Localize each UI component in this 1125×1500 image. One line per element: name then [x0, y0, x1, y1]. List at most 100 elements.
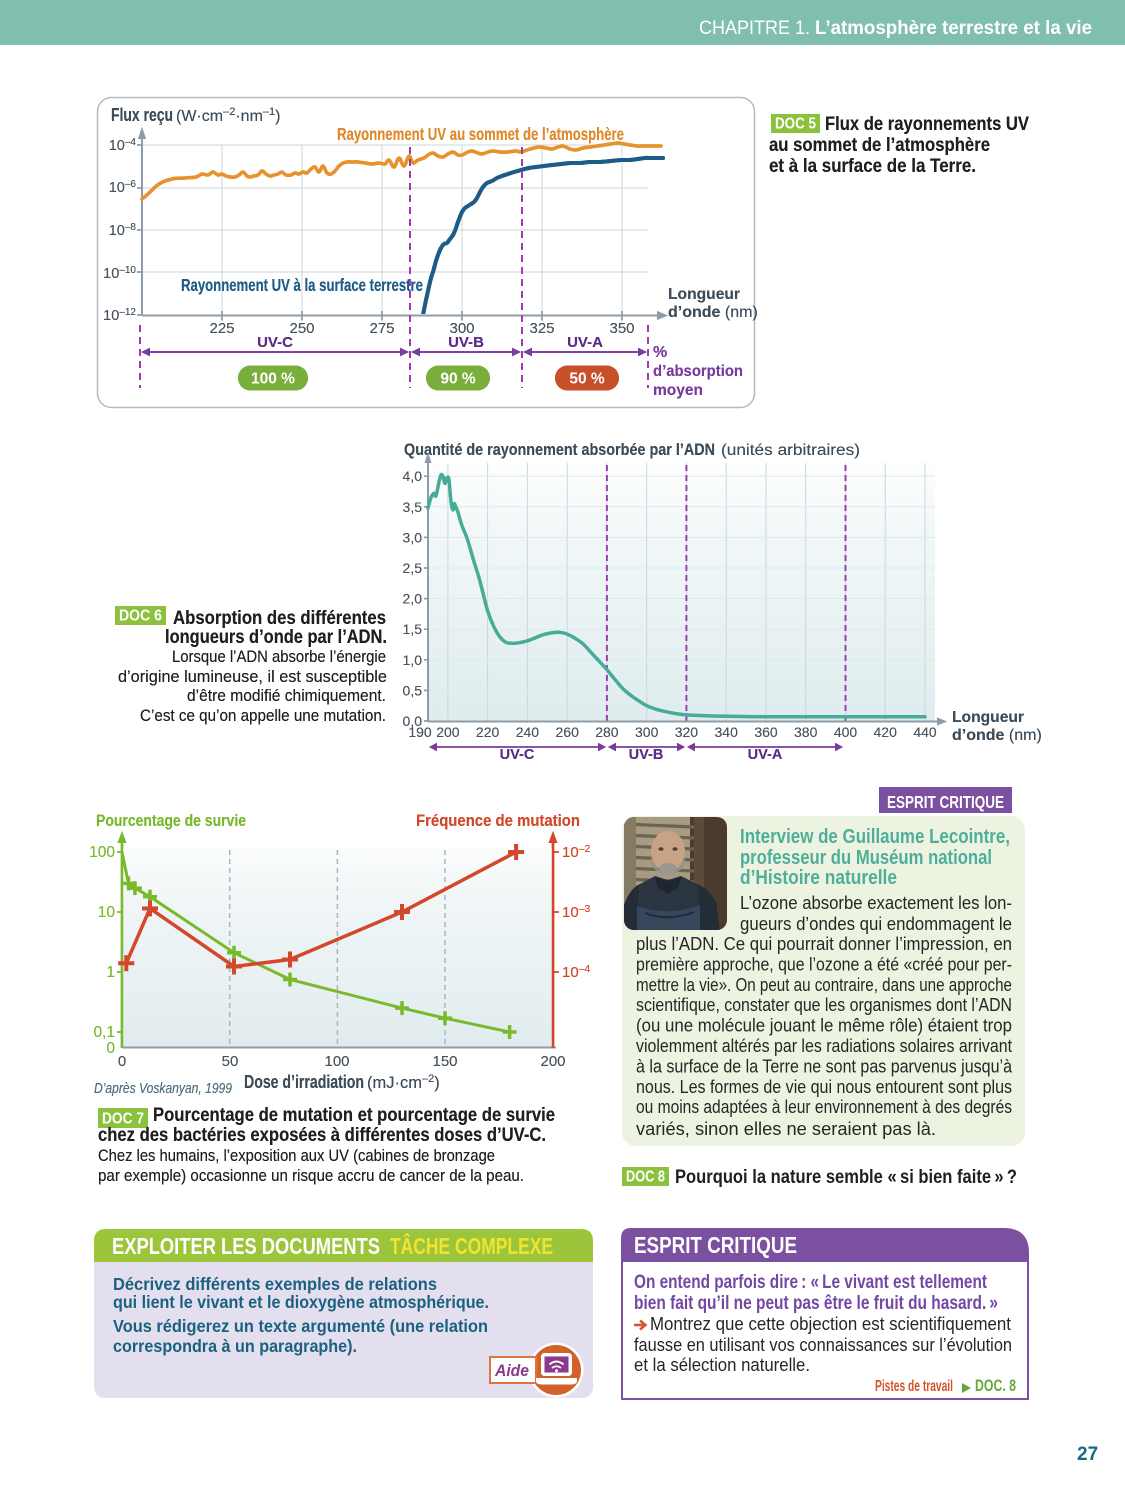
svg-text:d’origine lumineuse, il est su: d’origine lumineuse, il est susceptible — [118, 667, 387, 686]
svg-text:d’onde (nm): d’onde (nm) — [668, 304, 758, 321]
svg-text:3,5: 3,5 — [403, 499, 423, 515]
svg-text:Flux de rayonnements UV: Flux de rayonnements UV — [825, 113, 1029, 135]
svg-text:420: 420 — [874, 724, 898, 740]
svg-text:0,5: 0,5 — [403, 682, 423, 698]
svg-text:Fréquence de mutation: Fréquence de mutation — [416, 811, 580, 830]
svg-text:3,5: 3,5 — [403, 499, 423, 515]
svg-text:Pourcentage de mutation et pou: Pourcentage de mutation et pourcentage d… — [153, 1105, 555, 1126]
svg-text:280: 280 — [595, 724, 619, 740]
svg-text:d’onde (nm): d’onde (nm) — [952, 727, 1042, 744]
svg-text:275: 275 — [369, 320, 394, 337]
svg-text:d’origine lumineuse, il est su: d’origine lumineuse, il est susceptible — [118, 667, 387, 686]
svg-text:300: 300 — [635, 724, 659, 740]
svg-text:50: 50 — [222, 1053, 239, 1070]
svg-text:350: 350 — [609, 320, 634, 337]
svg-text:Vous rédigerez un texte argume: Vous rédigerez un texte argumenté (une r… — [113, 1316, 488, 1336]
svg-text:200: 200 — [540, 1053, 565, 1070]
svg-text:225: 225 — [209, 320, 234, 337]
svg-text:Longueur: Longueur — [952, 709, 1024, 726]
svg-text:correspondra à un paragraphe).: correspondra à un paragraphe). — [113, 1336, 357, 1356]
svg-text:D’après Voskanyan, 1999: D’après Voskanyan, 1999 — [94, 1080, 233, 1097]
svg-text:Flux reçu: Flux reçu — [111, 105, 173, 125]
svg-text:Flux de rayonnements UV: Flux de rayonnements UV — [825, 113, 1029, 135]
svg-text:0,1: 0,1 — [93, 1024, 115, 1041]
svg-text:C’est ce qu’on appelle une mut: C’est ce qu’on appelle une mutation. — [140, 706, 386, 725]
svg-text:scientifique, constater que le: scientifique, constater que les organism… — [636, 995, 1012, 1015]
svg-text:ESPRIT CRITIQUE: ESPRIT CRITIQUE — [634, 1232, 797, 1258]
svg-text:Quantité de rayonnement absorb: Quantité de rayonnement absorbée par l’A… — [404, 441, 715, 459]
svg-text:Pourquoi la nature semble « si: Pourquoi la nature semble « si bien fait… — [675, 1166, 1017, 1188]
svg-text:Rayonnement UV à la surface te: Rayonnement UV à la surface terrestre — [181, 275, 423, 295]
svg-text:DOC 7: DOC 7 — [102, 1111, 144, 1128]
svg-text:Longueur: Longueur — [952, 709, 1024, 726]
svg-text:d’onde (nm): d’onde (nm) — [952, 727, 1042, 744]
svg-text:240: 240 — [516, 724, 540, 740]
svg-text:gueurs d’ondes qui endommagent: gueurs d’ondes qui endommagent le — [740, 914, 1012, 934]
svg-text:violemment altérés par les rad: violemment altérés par les radiations so… — [636, 1036, 1012, 1056]
svg-text:100: 100 — [324, 1053, 349, 1070]
svg-text:%: % — [653, 344, 667, 361]
svg-text:UV-C: UV-C — [500, 747, 535, 763]
svg-text:UV-C: UV-C — [500, 747, 535, 763]
svg-text:Flux reçu: Flux reçu — [111, 105, 173, 125]
svg-text:UV-A: UV-A — [748, 747, 783, 763]
svg-text:fausse en utilisant vos connai: fausse en utilisant vos connaissances su… — [634, 1335, 1012, 1355]
svg-text:mettre la vie». On peut au con: mettre la vie». On peut au contraire, da… — [636, 975, 1012, 995]
svg-text:bien fait qu’il ne peut pas êt: bien fait qu’il ne peut pas être le frui… — [634, 1293, 998, 1314]
svg-text:350: 350 — [609, 320, 634, 337]
svg-text:d’être modifié chimiquement.: d’être modifié chimiquement. — [187, 686, 386, 705]
svg-text:Rayonnement UV au sommet de l’: Rayonnement UV au sommet de l’atmosphère — [337, 124, 624, 144]
svg-text:%: % — [653, 344, 667, 361]
svg-text:300: 300 — [449, 320, 474, 337]
svg-text:d’Histoire naturelle: d’Histoire naturelle — [740, 867, 897, 889]
svg-text:(unités arbitraires): (unités arbitraires) — [721, 442, 860, 459]
svg-text:150: 150 — [432, 1053, 457, 1070]
svg-text:DOC 6: DOC 6 — [119, 608, 162, 625]
svg-text:(unités arbitraires): (unités arbitraires) — [721, 442, 860, 459]
svg-text:400: 400 — [834, 724, 858, 740]
svg-text:0,0: 0,0 — [403, 713, 423, 729]
svg-text:UV-B: UV-B — [629, 747, 664, 763]
svg-text:Pistes de travail: Pistes de travail — [875, 1378, 953, 1395]
svg-text:4,0: 4,0 — [403, 468, 423, 484]
svg-text:240: 240 — [516, 724, 540, 740]
svg-text:Décrivez différents exemples d: Décrivez différents exemples de relation… — [113, 1274, 437, 1294]
svg-text:380: 380 — [794, 724, 818, 740]
svg-text:Dose d’irradiation: Dose d’irradiation — [244, 1072, 364, 1092]
svg-text:10: 10 — [98, 904, 116, 921]
svg-text:plus l’ADN. Ce qui pourrait do: plus l’ADN. Ce qui pourrait donner l’imp… — [636, 934, 1012, 954]
svg-text:420: 420 — [874, 724, 898, 740]
svg-text:2,5: 2,5 — [403, 560, 423, 576]
svg-text:Interview de Guillaume Lecoint: Interview de Guillaume Lecointre, — [740, 826, 1010, 848]
svg-text:UV-A: UV-A — [567, 334, 603, 351]
svg-text:4,0: 4,0 — [403, 468, 423, 484]
svg-text:CHAPITRE 1.: CHAPITRE 1. — [699, 18, 810, 39]
svg-text:(W·cm–2·nm–1): (W·cm–2·nm–1) — [176, 106, 280, 125]
svg-text:325: 325 — [529, 320, 554, 337]
svg-text:nous. Les formes de vie qui no: nous. Les formes de vie qui nous entoure… — [636, 1077, 1012, 1097]
svg-text:100: 100 — [324, 1053, 349, 1070]
svg-text:225: 225 — [209, 320, 234, 337]
svg-text:DOC. 8: DOC. 8 — [975, 1377, 1016, 1395]
svg-text:et la sélection naturelle.: et la sélection naturelle. — [634, 1355, 810, 1375]
svg-text:et à la surface de la Terre.: et à la surface de la Terre. — [769, 155, 976, 177]
svg-text:50 %: 50 % — [569, 371, 605, 388]
svg-text:Chez les humains, l’exposition: Chez les humains, l’exposition aux UV (c… — [98, 1146, 495, 1165]
svg-text:100: 100 — [89, 844, 115, 861]
svg-text:300: 300 — [449, 320, 474, 337]
svg-text:320: 320 — [675, 724, 699, 740]
svg-text:3,0: 3,0 — [403, 529, 423, 545]
svg-text:Chez les humains, l’exposition: Chez les humains, l’exposition aux UV (c… — [98, 1146, 495, 1165]
svg-text:440: 440 — [913, 724, 937, 740]
svg-text:DOC 5: DOC 5 — [775, 116, 816, 133]
svg-text:2,0: 2,0 — [403, 591, 423, 607]
svg-text:d’onde (nm): d’onde (nm) — [668, 304, 758, 321]
svg-text:Pourcentage de mutation et pou: Pourcentage de mutation et pourcentage d… — [153, 1105, 555, 1126]
svg-text:340: 340 — [715, 724, 739, 740]
svg-text:260: 260 — [556, 724, 580, 740]
svg-text:0,1: 0,1 — [93, 1024, 115, 1041]
svg-text:0: 0 — [106, 1040, 115, 1057]
svg-text:Lorsque l’ADN absorbe l’énergi: Lorsque l’ADN absorbe l’énergie — [172, 647, 386, 666]
svg-text:100 %: 100 % — [251, 371, 295, 388]
svg-text:longueurs d’onde par l’ADN.: longueurs d’onde par l’ADN. — [165, 627, 387, 648]
